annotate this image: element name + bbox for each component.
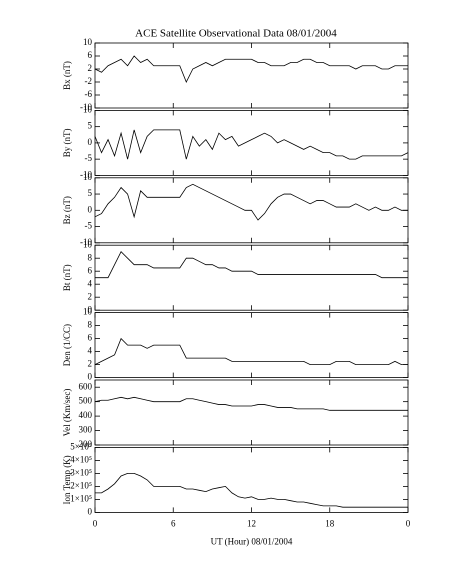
y-axis-label: By (nT): [62, 129, 72, 158]
y-axis-label: Bt (nT): [62, 264, 72, 291]
x-tick-label: 12: [247, 518, 256, 528]
chart-title: ACE Satellite Observational Data 08/01/2…: [135, 28, 337, 40]
y-tick-label: 6: [88, 265, 93, 275]
y-tick-label: 8: [88, 320, 93, 330]
y-axis-label: Vel (Km/sec): [62, 389, 72, 437]
panel-frame: [94, 244, 409, 311]
y-tick-label: -2: [85, 76, 93, 86]
y-tick-label: -10: [80, 169, 92, 179]
panel-frame: [94, 446, 409, 513]
y-tick-label: 0: [88, 506, 93, 516]
y-tick-label: 4: [88, 278, 93, 288]
data-line: [95, 251, 408, 279]
x-tick-label: 0: [93, 518, 98, 528]
data-line: [94, 129, 409, 160]
y-tick-label: 10: [83, 172, 93, 182]
x-axis-label: UT (Hour) 08/01/2004: [211, 536, 293, 546]
data-line: [94, 337, 408, 365]
y-tick-label: 400: [79, 410, 93, 420]
y-tick-label: 0: [88, 137, 93, 147]
data-line: [94, 396, 408, 411]
y-axis-label: Ion Temp (K): [62, 455, 72, 504]
y-tick-label: 5: [88, 121, 93, 131]
y-axis-label: Bx (nT): [62, 61, 72, 90]
panel-frame: [94, 312, 409, 379]
x-tick-label: 6: [171, 518, 176, 528]
y-tick-label: -10: [80, 102, 92, 112]
y-tick-label: -10: [80, 237, 92, 247]
data-line: [94, 183, 408, 221]
y-tick-label: 2: [88, 291, 93, 301]
y-axis-label: Bz (nT): [62, 196, 72, 224]
panel-frame: [94, 110, 409, 176]
y-axis-label: Den (1/CC): [62, 324, 72, 366]
panel-frame: [94, 379, 409, 446]
y-tick-label: 5: [88, 188, 93, 198]
y-tick-label: 0: [88, 304, 93, 314]
y-tick-label: 2: [88, 63, 93, 73]
y-tick-label: -5: [85, 221, 93, 231]
y-tick-label: 10: [83, 37, 93, 47]
y-tick-label: 10: [83, 104, 93, 114]
y-tick-label: -6: [85, 89, 93, 99]
data-line: [94, 55, 408, 83]
y-tick-label: 8: [88, 252, 93, 262]
y-tick-label: 10: [83, 239, 93, 249]
data-line: [95, 473, 408, 508]
y-tick-label: 2×10⁵: [70, 480, 92, 490]
y-tick-label: 300: [79, 425, 93, 435]
y-tick-label: 4: [88, 346, 93, 356]
y-tick-label: 3×10⁵: [70, 467, 92, 477]
y-tick-label: 6: [88, 50, 93, 60]
y-tick-label: 0: [88, 372, 93, 382]
y-tick-label: 0: [88, 204, 93, 214]
panel-frame: [94, 42, 409, 109]
y-tick-label: 10: [83, 307, 93, 317]
y-tick-label: 500: [79, 396, 93, 406]
y-tick-label: -5: [85, 153, 93, 163]
y-tick-label: 5×10⁵: [70, 441, 92, 451]
y-tick-label: 2: [88, 359, 93, 369]
y-tick-label: 1×10⁵: [70, 493, 92, 503]
y-tick-label: 6: [88, 333, 93, 343]
x-tick-label: 18: [325, 518, 335, 528]
y-tick-label: 200: [79, 439, 93, 449]
y-tick-label: 600: [79, 381, 93, 391]
x-tick-label: 0: [406, 518, 411, 528]
y-tick-label: 4×10⁵: [70, 454, 92, 464]
